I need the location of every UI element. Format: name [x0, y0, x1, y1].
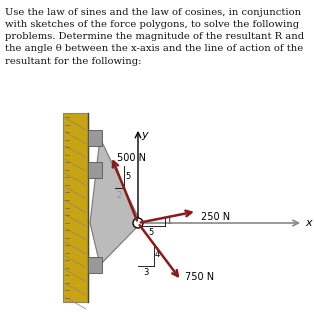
Polygon shape — [90, 138, 141, 265]
Text: 250 N: 250 N — [201, 212, 230, 222]
Text: Use the law of sines and the law of cosines, in conjunction
with sketches of the: Use the law of sines and the law of cosi… — [5, 8, 304, 66]
Bar — [88, 130, 102, 146]
Text: 5: 5 — [125, 172, 130, 181]
Text: 1: 1 — [166, 217, 172, 226]
Circle shape — [133, 218, 143, 228]
Bar — [63, 113, 88, 302]
Bar — [88, 257, 102, 273]
Text: 750 N: 750 N — [185, 272, 214, 282]
Text: 5: 5 — [149, 227, 154, 237]
Text: 4: 4 — [154, 250, 160, 259]
Text: 500 N: 500 N — [117, 153, 146, 163]
Text: 3: 3 — [143, 268, 148, 277]
Text: 2: 2 — [117, 191, 122, 200]
Text: x: x — [305, 218, 311, 228]
Text: y: y — [141, 130, 148, 140]
Bar — [88, 162, 102, 178]
